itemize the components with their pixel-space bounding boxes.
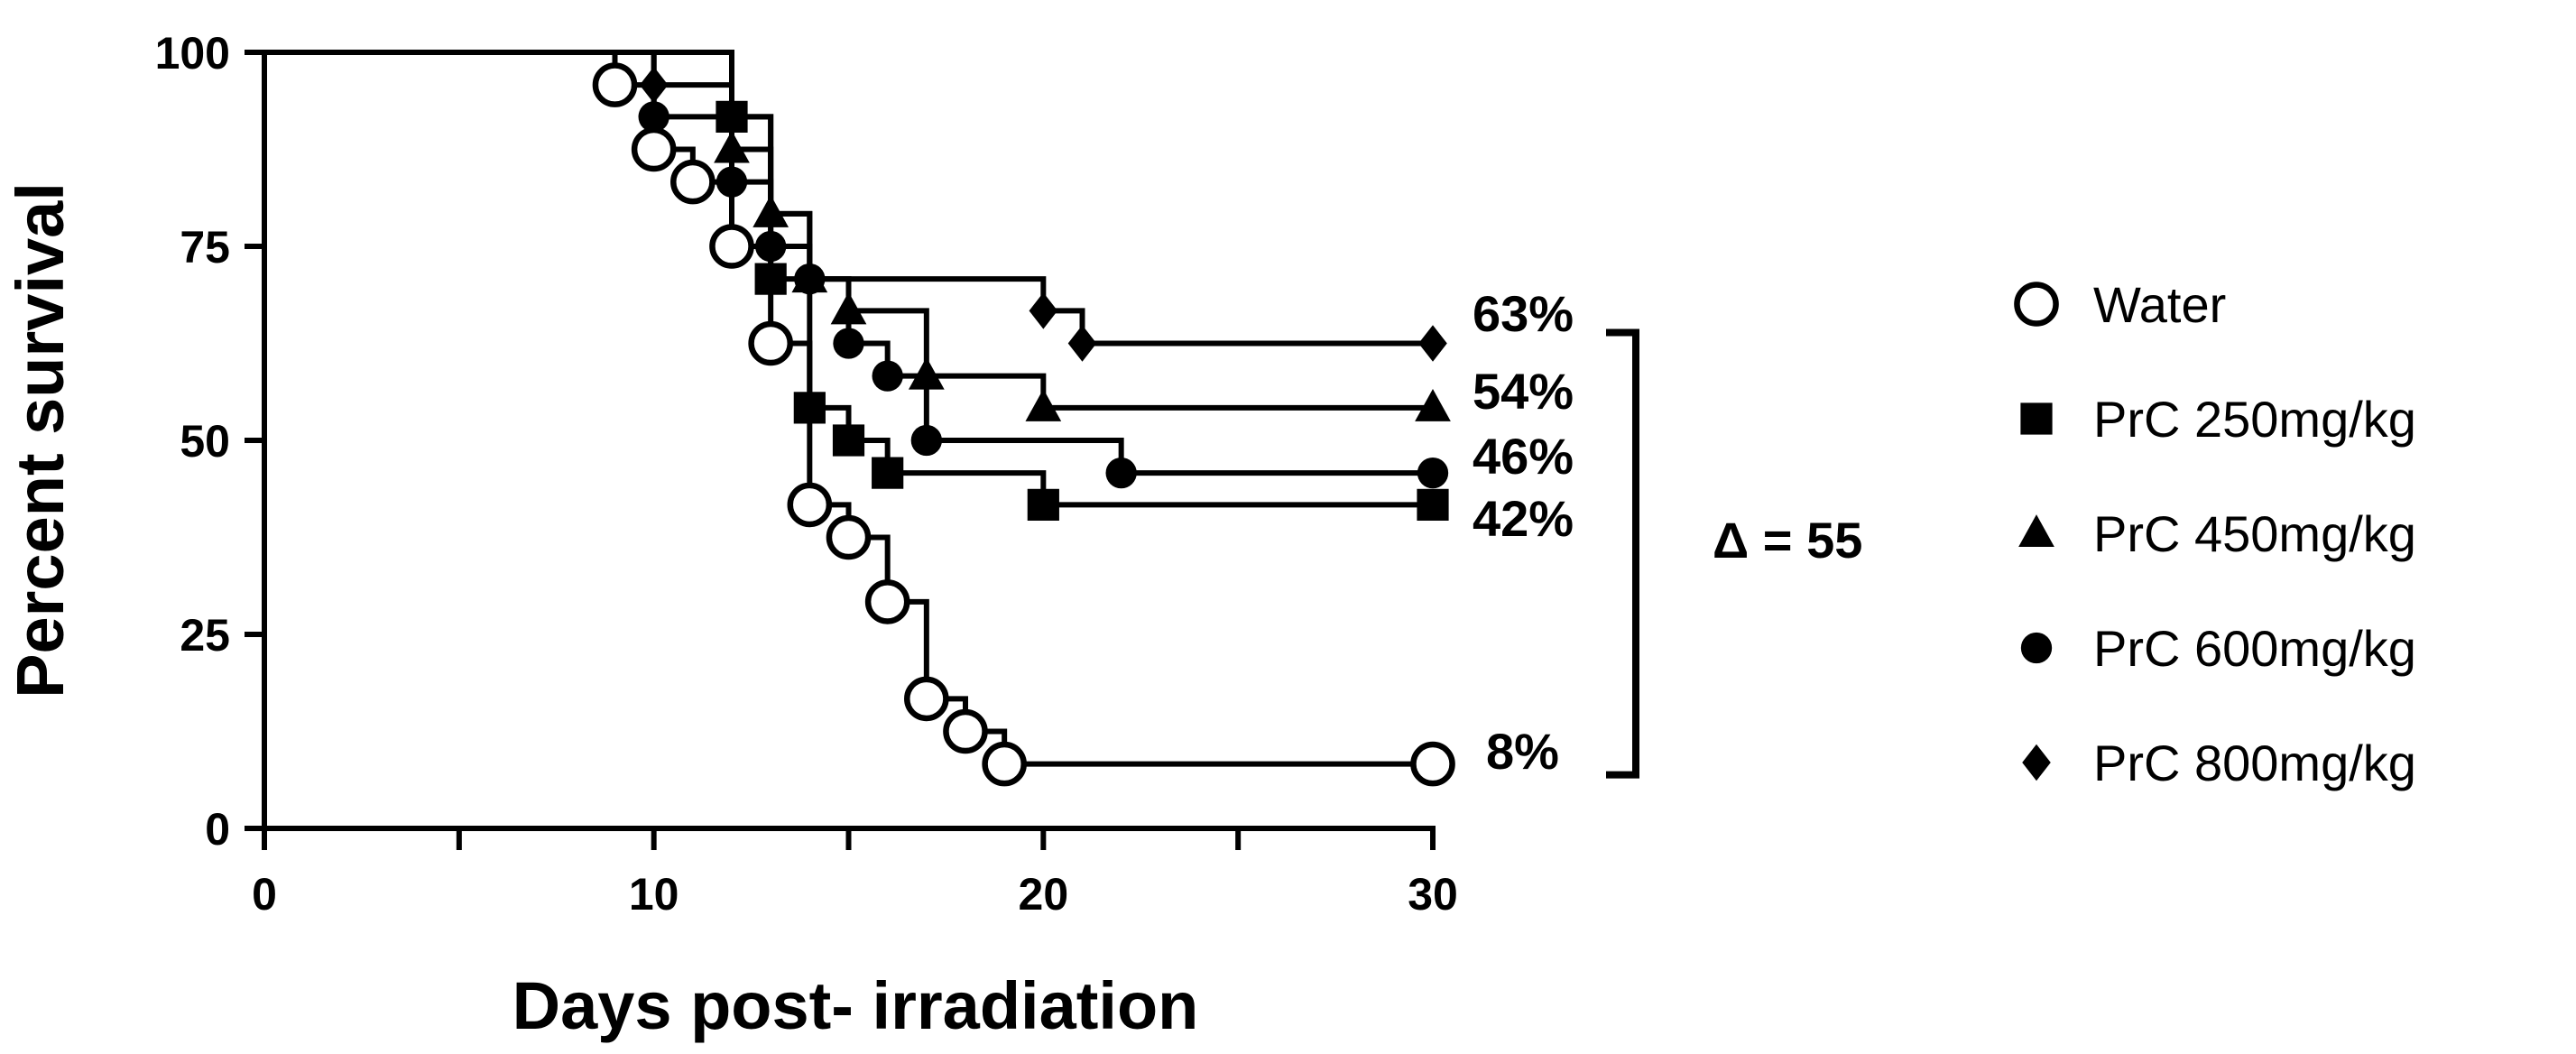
end-label: 46%	[1473, 428, 1574, 485]
data-point-water	[670, 159, 716, 205]
data-point-prc-250mg-kg	[832, 424, 865, 457]
x-tick-label: 10	[629, 869, 679, 920]
data-point-prc-250mg-kg	[793, 392, 826, 424]
data-point-prc-450mg-kg	[830, 291, 867, 325]
data-point-water	[982, 741, 1027, 787]
data-point-prc-600mg-kg	[716, 166, 748, 198]
x-axis-title: Days post- irradiation	[512, 968, 1199, 1043]
data-point-water	[709, 224, 754, 269]
data-point-prc-600mg-kg	[833, 328, 864, 359]
end-label: 42%	[1473, 490, 1574, 547]
end-label: 54%	[1473, 363, 1574, 420]
legend-label: PrC 800mg/kg	[2093, 735, 2416, 791]
data-point-prc-600mg-kg	[1105, 457, 1137, 489]
data-point-water	[592, 62, 638, 107]
y-tick-label: 100	[155, 28, 230, 79]
legend-label: PrC 250mg/kg	[2093, 391, 2416, 448]
data-point-prc-600mg-kg	[910, 424, 942, 457]
legend-label: PrC 600mg/kg	[2093, 620, 2416, 677]
legend: Water PrC 250mg/kg PrC 450mg/kg PrC 600mg/k…	[2014, 276, 2416, 791]
data-point-prc-600mg-kg	[638, 101, 669, 133]
x-tick-label: 20	[1019, 869, 1069, 920]
x-tick-label: 30	[1408, 869, 1458, 920]
data-point-prc-800mg-kg	[1418, 325, 1447, 362]
data-point-water	[787, 482, 833, 528]
data-point-prc-450mg-kg	[791, 260, 828, 293]
data-point-prc-450mg-kg	[714, 130, 750, 163]
data-point-prc-600mg-kg	[1417, 457, 1449, 489]
data-point-prc-250mg-kg	[716, 100, 748, 133]
y-tick-label: 50	[180, 416, 230, 467]
data-point-water	[826, 514, 872, 560]
data-point-prc-250mg-kg	[1027, 488, 1059, 521]
y-tick-label: 0	[205, 804, 230, 855]
delta-bracket	[1606, 328, 1639, 779]
data-point-prc-800mg-kg	[1067, 325, 1097, 362]
y-tick-label: 25	[180, 610, 230, 661]
data-point-prc-450mg-kg	[752, 194, 789, 227]
data-point-prc-250mg-kg	[872, 457, 904, 489]
data-point-prc-250mg-kg	[1417, 488, 1449, 521]
data-point-water	[1410, 741, 1455, 787]
end-label: 63%	[1473, 285, 1574, 342]
x-tick-label: 0	[252, 869, 277, 920]
data-point-water	[864, 579, 910, 624]
end-label: 8%	[1486, 723, 1559, 780]
legend-marker	[2018, 514, 2054, 548]
data-point-prc-450mg-kg	[908, 356, 945, 390]
data-point-water	[631, 126, 677, 172]
data-point-prc-600mg-kg	[872, 360, 903, 392]
legend-label: PrC 450mg/kg	[2093, 505, 2416, 562]
y-tick-label: 75	[180, 222, 230, 273]
data-point-water	[943, 708, 988, 754]
data-point-water	[904, 676, 949, 722]
plot-area: 0 25 50 75 100 0 10 20 30 8% 42% 54% 46% 63% Δ = 55	[155, 28, 1863, 920]
data-point-prc-250mg-kg	[754, 263, 787, 295]
data-point-prc-600mg-kg	[755, 230, 787, 263]
data-point-water	[748, 320, 793, 366]
legend-marker	[2020, 632, 2053, 664]
legend-marker	[2022, 744, 2051, 781]
delta-annotation: Δ = 55	[1713, 512, 1862, 569]
data-point-prc-450mg-kg	[1415, 388, 1451, 421]
data-point-prc-800mg-kg	[639, 66, 669, 104]
data-point-prc-450mg-kg	[1025, 388, 1062, 421]
legend-marker	[2014, 282, 2059, 327]
y-axis-title: Percent survival	[3, 182, 78, 698]
data-point-prc-800mg-kg	[1029, 292, 1058, 329]
legend-label: Water	[2093, 276, 2226, 333]
legend-marker	[2020, 402, 2053, 435]
